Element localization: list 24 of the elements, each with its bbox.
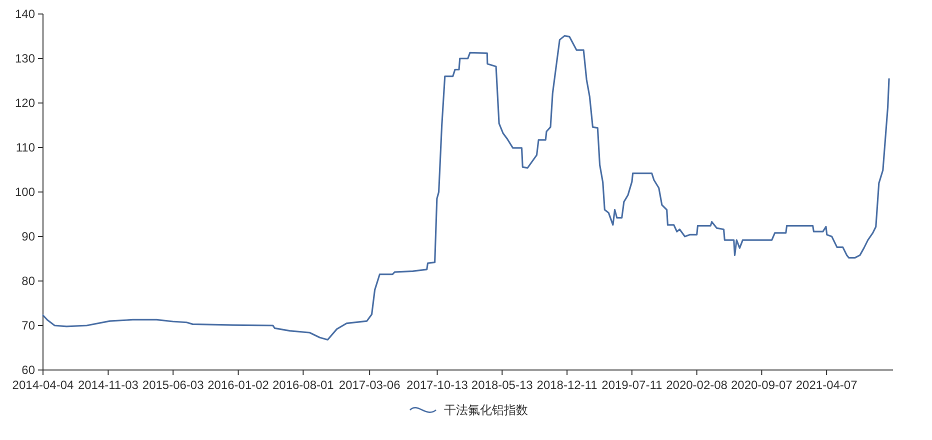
y-tick-label: 60 — [22, 363, 36, 377]
x-tick-label: 2019-07-11 — [602, 378, 662, 392]
x-tick-label: 2017-10-13 — [406, 378, 468, 392]
y-tick-label: 120 — [14, 96, 36, 110]
x-tick-label: 2015-06-03 — [142, 378, 204, 392]
x-tick-label: 2018-05-13 — [471, 378, 534, 392]
y-tick-label: 110 — [16, 140, 36, 154]
y-tick-label: 80 — [22, 274, 36, 288]
y-tick-label: 140 — [14, 7, 36, 21]
x-tick-label: 2018-12-11 — [536, 378, 598, 392]
y-tick-label: 70 — [22, 318, 36, 332]
legend: 干法氟化铝指数 — [410, 403, 528, 417]
x-tick-label: 2020-09-07 — [730, 378, 793, 392]
x-tick-label: 2014-04-04 — [12, 378, 74, 392]
x-tick-label: 2016-08-01 — [272, 378, 334, 392]
x-tick-label: 2020-02-08 — [666, 378, 728, 392]
x-tick-label: 2016-01-02 — [208, 378, 270, 392]
x-tick-label: 2014-11-03 — [78, 378, 139, 392]
legend-label: 干法氟化铝指数 — [444, 403, 528, 417]
x-tick-label: 2017-03-06 — [338, 378, 401, 392]
y-tick-label: 90 — [22, 230, 36, 244]
x-tick-label: 2021-04-07 — [796, 378, 858, 392]
y-tick-label: 100 — [14, 185, 36, 199]
y-tick-label: 130 — [14, 52, 36, 66]
